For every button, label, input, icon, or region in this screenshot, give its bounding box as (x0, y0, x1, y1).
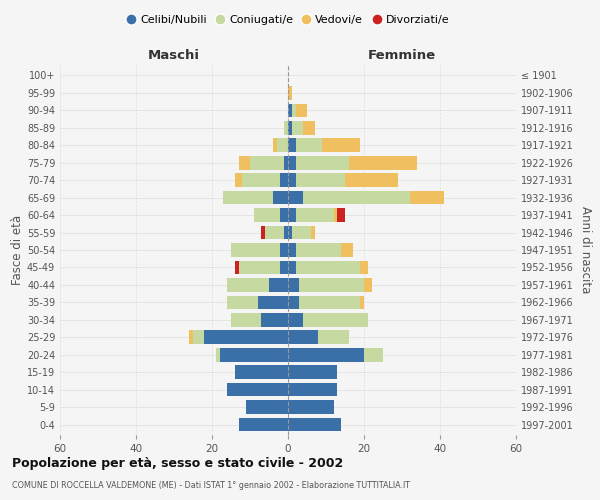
Bar (288, 278, 299, 291)
Bar (273, 138, 277, 152)
Bar (235, 366, 288, 379)
Bar (288, 104, 292, 117)
Text: Femmine: Femmine (368, 50, 436, 62)
Bar (250, 156, 284, 170)
Bar (262, 226, 265, 239)
Bar (299, 278, 364, 291)
Bar (296, 104, 307, 117)
Bar (292, 226, 311, 239)
Bar (288, 208, 296, 222)
Bar (246, 400, 288, 414)
Bar (242, 174, 280, 187)
Bar (288, 400, 334, 414)
Bar (349, 156, 417, 170)
Bar (205, 330, 288, 344)
Bar (296, 138, 322, 152)
Bar (296, 243, 341, 257)
Bar (235, 260, 239, 274)
Bar (303, 313, 368, 326)
Bar (296, 208, 334, 222)
Y-axis label: Fasce di età: Fasce di età (11, 215, 24, 285)
Text: Popolazione per età, sesso e stato civile - 2002: Popolazione per età, sesso e stato civil… (12, 458, 343, 470)
Legend: Celibi/Nubili, Coniugati/e, Vedovi/e, Divorziati/e: Celibi/Nubili, Coniugati/e, Vedovi/e, Di… (124, 12, 452, 29)
Bar (239, 418, 288, 432)
Bar (269, 278, 288, 291)
Bar (280, 260, 288, 274)
Bar (296, 260, 360, 274)
Bar (254, 208, 280, 222)
Bar (296, 174, 345, 187)
Bar (311, 226, 314, 239)
Bar (288, 174, 296, 187)
Bar (410, 191, 444, 204)
Bar (288, 348, 364, 362)
Bar (277, 138, 288, 152)
Bar (220, 348, 288, 362)
Bar (364, 278, 371, 291)
Bar (227, 383, 288, 396)
Bar (299, 296, 360, 309)
Bar (334, 208, 337, 222)
Bar (322, 138, 360, 152)
Bar (231, 243, 280, 257)
Bar (284, 156, 288, 170)
Bar (319, 330, 349, 344)
Bar (216, 348, 220, 362)
Bar (265, 226, 284, 239)
Bar (303, 191, 410, 204)
Bar (189, 330, 193, 344)
Bar (280, 174, 288, 187)
Bar (288, 121, 292, 134)
Bar (288, 226, 292, 239)
Bar (262, 313, 288, 326)
Bar (288, 296, 299, 309)
Bar (227, 296, 257, 309)
Bar (303, 121, 314, 134)
Bar (284, 226, 288, 239)
Bar (288, 313, 303, 326)
Bar (288, 383, 337, 396)
Bar (341, 243, 353, 257)
Bar (239, 260, 280, 274)
Text: Maschi: Maschi (148, 50, 200, 62)
Bar (345, 174, 398, 187)
Bar (288, 156, 296, 170)
Bar (288, 260, 296, 274)
Bar (284, 121, 288, 134)
Bar (223, 191, 273, 204)
Text: COMUNE DI ROCCELLA VALDEMONE (ME) - Dati ISTAT 1° gennaio 2002 - Elaborazione TU: COMUNE DI ROCCELLA VALDEMONE (ME) - Dati… (12, 481, 410, 490)
Bar (257, 296, 288, 309)
Bar (364, 348, 383, 362)
Bar (280, 243, 288, 257)
Bar (288, 191, 303, 204)
Bar (360, 260, 368, 274)
Bar (288, 366, 337, 379)
Bar (296, 156, 349, 170)
Bar (231, 313, 262, 326)
Bar (273, 191, 288, 204)
Bar (292, 104, 296, 117)
Bar (280, 208, 288, 222)
Bar (288, 243, 296, 257)
Y-axis label: Anni di nascita: Anni di nascita (579, 206, 592, 294)
Bar (337, 208, 345, 222)
Bar (235, 174, 242, 187)
Bar (239, 156, 250, 170)
Bar (227, 278, 269, 291)
Bar (360, 296, 364, 309)
Bar (288, 330, 319, 344)
Bar (288, 138, 296, 152)
Bar (288, 418, 341, 432)
Bar (288, 86, 292, 100)
Bar (292, 121, 303, 134)
Bar (193, 330, 205, 344)
